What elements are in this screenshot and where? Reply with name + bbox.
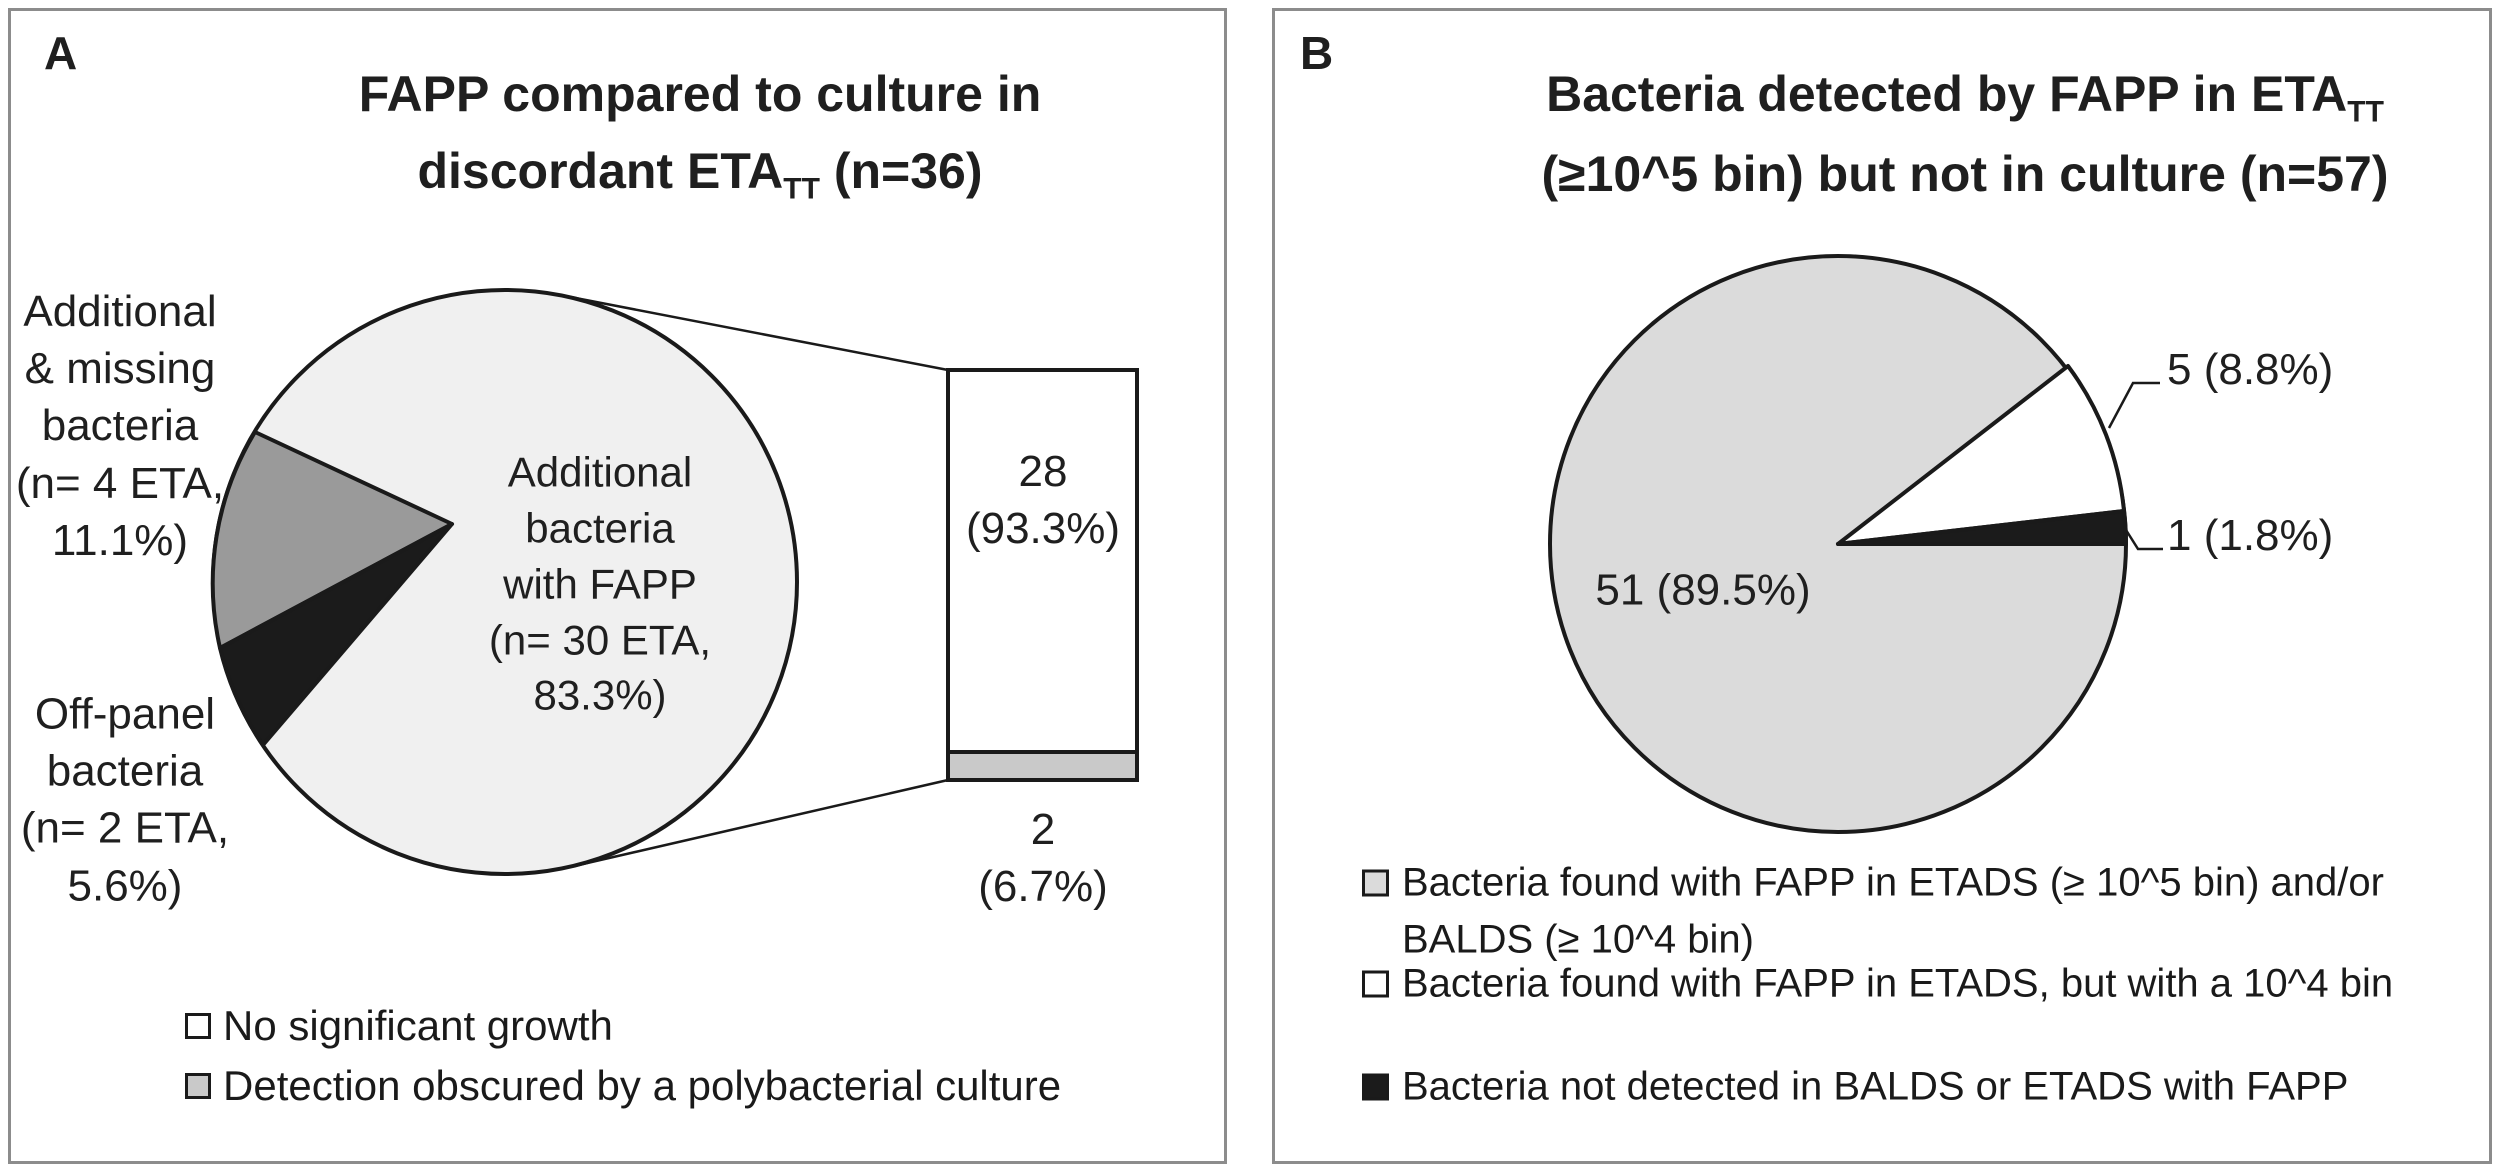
pie-a-connector-bottom [569, 778, 949, 869]
legend-swatch-white [1362, 970, 1389, 998]
legend-item-no-significant-growth: No significant growth [185, 1002, 613, 1050]
legend-label: Bacteria found with FAPP in ETADS (≥ 10^… [1402, 860, 2384, 905]
panel-b-title-line1: Bacteria detected by FAPP in ETATT [1546, 66, 2384, 129]
pie-a-slice-additional-missing [210, 430, 454, 650]
bar-label-bottom: 2 (6.7%) [978, 804, 1108, 911]
pie-a-slice-off-panel [218, 522, 454, 747]
legend-swatch-gray [185, 1073, 211, 1099]
bar-label-top: 28 (93.3%) [965, 446, 1121, 553]
legend-label: Bacteria not detected in BALDS or ETADS … [1402, 1064, 2349, 1109]
subscript-tt: TT [783, 172, 820, 206]
pie-b-label-gray-slice: 51 (89.5%) [1595, 565, 1811, 615]
panel-b-title-line2: (≥10^5 bin) but not in culture (n=57) [1541, 145, 2389, 202]
legend-item-104-bin: Bacteria found with FAPP in ETADS, but w… [1362, 962, 2393, 1007]
panel-a-title-line1: FAPP compared to culture in [358, 66, 1042, 122]
legend-item-not-detected: Bacteria not detected in BALDS or ETADS … [1362, 1065, 2348, 1110]
pie-a-label-additional-missing: Additional & missing bacteria (n= 4 ETA,… [15, 287, 225, 565]
pie-b-slice-not-detected [1836, 509, 2128, 546]
pie-a-center-label: Additional bacteria with FAPP (n= 30 ETA… [488, 448, 712, 719]
legend-label: BALDS (≥ 10^4 bin) [1402, 917, 1754, 962]
pie-a-connector-top [559, 293, 949, 372]
legend-label: Detection obscured by a polybacterial cu… [223, 1062, 1062, 1109]
pie-b-leader-white-slice [2107, 381, 2160, 429]
panel-a-letter: A [44, 27, 78, 79]
legend-item-fapp-etads-balds: Bacteria found with FAPP in ETADS (≥ 10^… [1362, 861, 2384, 906]
panel-a-title: FAPP compared to culture in discordant E… [359, 56, 1042, 213]
bar-segment-no-significant-growth [946, 368, 1139, 782]
legend-swatch-black [1362, 1073, 1389, 1101]
legend-label: Bacteria found with FAPP in ETADS, but w… [1402, 961, 2394, 1006]
legend-swatch-white [185, 1013, 211, 1039]
legend-item-polybacterial: Detection obscured by a polybacterial cu… [185, 1062, 1061, 1110]
pie-a-label-off-panel: Off-panel bacteria (n= 2 ETA, 5.6%) [20, 689, 230, 911]
bar-segment-polybacterial [946, 750, 1139, 782]
legend-swatch-gray [1362, 869, 1389, 897]
legend-label: No significant growth [223, 1002, 613, 1049]
panel-a-title-line2: discordant ETATT (n=36) [417, 143, 983, 206]
pie-b-label-black-slice: 1 (1.8%) [2167, 511, 2334, 560]
pie-b-slice-104-bin [1836, 364, 2126, 546]
pie-b-label-white-slice: 5 (8.8%) [2167, 345, 2334, 394]
subscript-tt: TT [2347, 95, 2384, 129]
pie-b-leader-black-slice [2124, 529, 2163, 551]
panel-b-title: Bacteria detected by FAPP in ETATT (≥10^… [1542, 56, 2389, 213]
panel-b-letter: B [1300, 27, 1334, 79]
legend-item-fapp-etads-balds-line2: BALDS (≥ 10^4 bin) [1402, 918, 1754, 963]
